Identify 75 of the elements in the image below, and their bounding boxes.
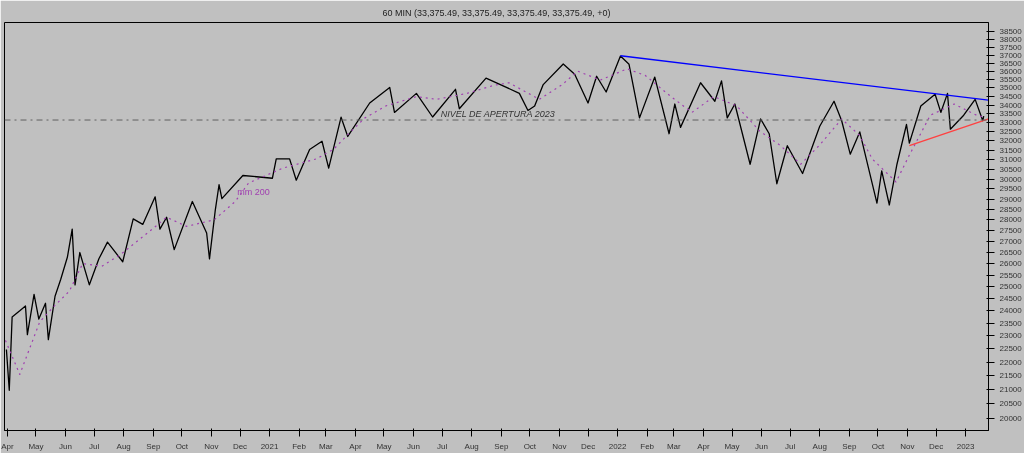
y-tick-label: 20000	[999, 414, 1023, 424]
x-tick-label: May	[376, 441, 392, 451]
x-tick-label: Aug	[812, 441, 827, 451]
y-tick-label: 31500	[999, 145, 1023, 155]
x-tick-label: Jun	[755, 441, 769, 451]
y-tick-label: 36500	[999, 58, 1023, 68]
y-tick-label: 33500	[999, 109, 1023, 119]
x-tick-label: Nov	[552, 441, 567, 451]
y-tick-label: 35000	[999, 83, 1023, 93]
y-tick-label: 24000	[999, 306, 1023, 316]
y-tick-label: 29000	[999, 194, 1023, 204]
y-tick-label: 21000	[999, 385, 1023, 395]
y-tick-label: 25000	[999, 282, 1023, 292]
x-tick-label: Jul	[785, 441, 796, 451]
y-tick-label: 20500	[999, 399, 1023, 409]
y-tick-label: 30000	[999, 174, 1023, 184]
y-tick-label: 26500	[999, 247, 1023, 257]
x-tick-label: 2021	[260, 441, 280, 451]
y-tick-label: 35500	[999, 75, 1023, 85]
x-tick-label: Sep	[494, 441, 509, 451]
series-label: mm 200	[237, 187, 270, 198]
x-tick-label: Oct	[175, 441, 189, 451]
x-tick-label: Mar	[666, 441, 682, 451]
x-tick-label: Apr	[697, 441, 710, 451]
x-tick-label: 2023	[956, 441, 976, 451]
x-tick-label: May	[28, 441, 44, 451]
y-tick-label: 36000	[999, 66, 1023, 76]
x-tick-label: Oct	[871, 441, 885, 451]
y-tick-label: 22000	[999, 357, 1023, 367]
x-tick-label: Mar	[318, 441, 334, 451]
x-tick-label: Dec	[580, 441, 596, 451]
y-tick-label: 23500	[999, 318, 1023, 328]
y-tick-label: 37000	[999, 50, 1023, 60]
x-tick-label: Dec	[928, 441, 944, 451]
x-tick-label: Nov	[204, 441, 219, 451]
y-tick-label: 38500	[999, 27, 1023, 37]
y-tick-label: 34000	[999, 100, 1023, 110]
y-tick-label: 33000	[999, 118, 1023, 128]
x-tick-label: Aug	[116, 441, 131, 451]
x-tick-label: Jul	[89, 441, 100, 451]
y-tick-label: 34500	[999, 91, 1023, 101]
x-tick-label: May	[724, 441, 740, 451]
y-tick-label: 21500	[999, 371, 1023, 381]
y-tick-label: 26000	[999, 259, 1023, 269]
y-tick-label: 31000	[999, 155, 1023, 165]
chart-title: 60 MIN (33,375.49, 33,375.49, 33,375.49, 33,375.49, +0)	[382, 7, 611, 18]
x-tick-label: Sep	[842, 441, 857, 451]
y-tick-label: 27000	[999, 236, 1023, 246]
y-tick-label: 32500	[999, 127, 1023, 137]
y-tick-label: 38000	[999, 34, 1023, 44]
y-tick-label: 23000	[999, 331, 1023, 341]
y-tick-label: 30500	[999, 164, 1023, 174]
x-tick-label: Feb	[640, 441, 655, 451]
y-tick-label: 37500	[999, 42, 1023, 52]
x-tick-label: Jun	[407, 441, 420, 451]
x-tick-label: Feb	[292, 441, 307, 451]
y-tick-label: 29500	[999, 184, 1023, 194]
x-tick-label: Dec	[232, 441, 248, 451]
x-tick-label: 2022	[608, 441, 628, 451]
x-tick-label: Sep	[146, 441, 161, 451]
x-tick-label: Jul	[437, 441, 448, 451]
x-tick-label: Oct	[523, 441, 537, 451]
y-tick-label: 28500	[999, 204, 1023, 214]
y-tick-label: 28000	[999, 215, 1023, 225]
y-tick-label: 24500	[999, 294, 1023, 304]
x-tick-label: Apr	[1, 441, 14, 451]
y-tick-label: 25500	[999, 270, 1023, 280]
x-tick-label: Aug	[464, 441, 479, 451]
x-tick-label: Apr	[349, 441, 362, 451]
y-tick-label: 22500	[999, 344, 1023, 354]
y-tick-label: 32000	[999, 136, 1023, 146]
y-tick-label: 27500	[999, 225, 1023, 235]
x-tick-label: Jun	[59, 441, 72, 451]
x-tick-label: Nov	[900, 441, 915, 451]
ref-line-label: NIVEL DE APERTURA 2023	[440, 109, 555, 120]
